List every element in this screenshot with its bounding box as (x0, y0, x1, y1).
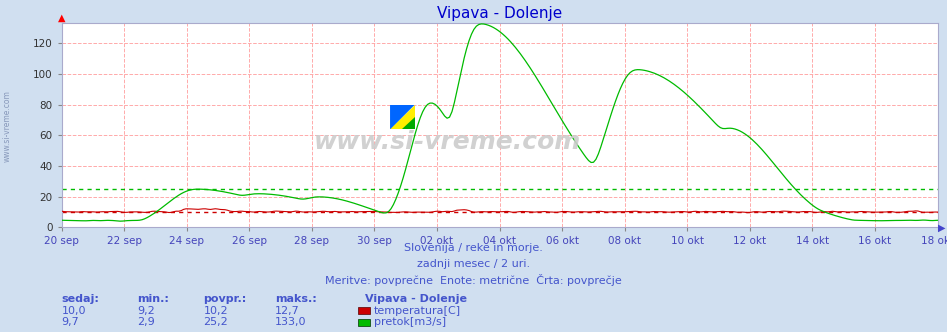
Text: 9,7: 9,7 (62, 317, 80, 327)
Text: Meritve: povprečne  Enote: metrične  Črta: povprečje: Meritve: povprečne Enote: metrične Črta:… (325, 274, 622, 286)
Text: www.si-vreme.com: www.si-vreme.com (313, 130, 581, 154)
Text: pretok[m3/s]: pretok[m3/s] (374, 317, 446, 327)
Text: ▶: ▶ (938, 222, 945, 232)
Text: Slovenija / reke in morje.: Slovenija / reke in morje. (404, 243, 543, 253)
Text: 10,0: 10,0 (62, 306, 86, 316)
Text: maks.:: maks.: (275, 294, 316, 304)
Text: 12,7: 12,7 (275, 306, 299, 316)
Text: ▲: ▲ (58, 13, 65, 23)
Text: www.si-vreme.com: www.si-vreme.com (3, 90, 12, 162)
Text: 9,2: 9,2 (137, 306, 155, 316)
Text: 2,9: 2,9 (137, 317, 155, 327)
Text: min.:: min.: (137, 294, 170, 304)
Text: 10,2: 10,2 (204, 306, 228, 316)
Text: sedaj:: sedaj: (62, 294, 99, 304)
Text: 25,2: 25,2 (204, 317, 228, 327)
Title: Vipava - Dolenje: Vipava - Dolenje (437, 6, 563, 21)
Text: povpr.:: povpr.: (204, 294, 247, 304)
Text: Vipava - Dolenje: Vipava - Dolenje (365, 294, 467, 304)
Text: temperatura[C]: temperatura[C] (374, 306, 461, 316)
Text: 133,0: 133,0 (275, 317, 306, 327)
Text: zadnji mesec / 2 uri.: zadnji mesec / 2 uri. (417, 259, 530, 269)
